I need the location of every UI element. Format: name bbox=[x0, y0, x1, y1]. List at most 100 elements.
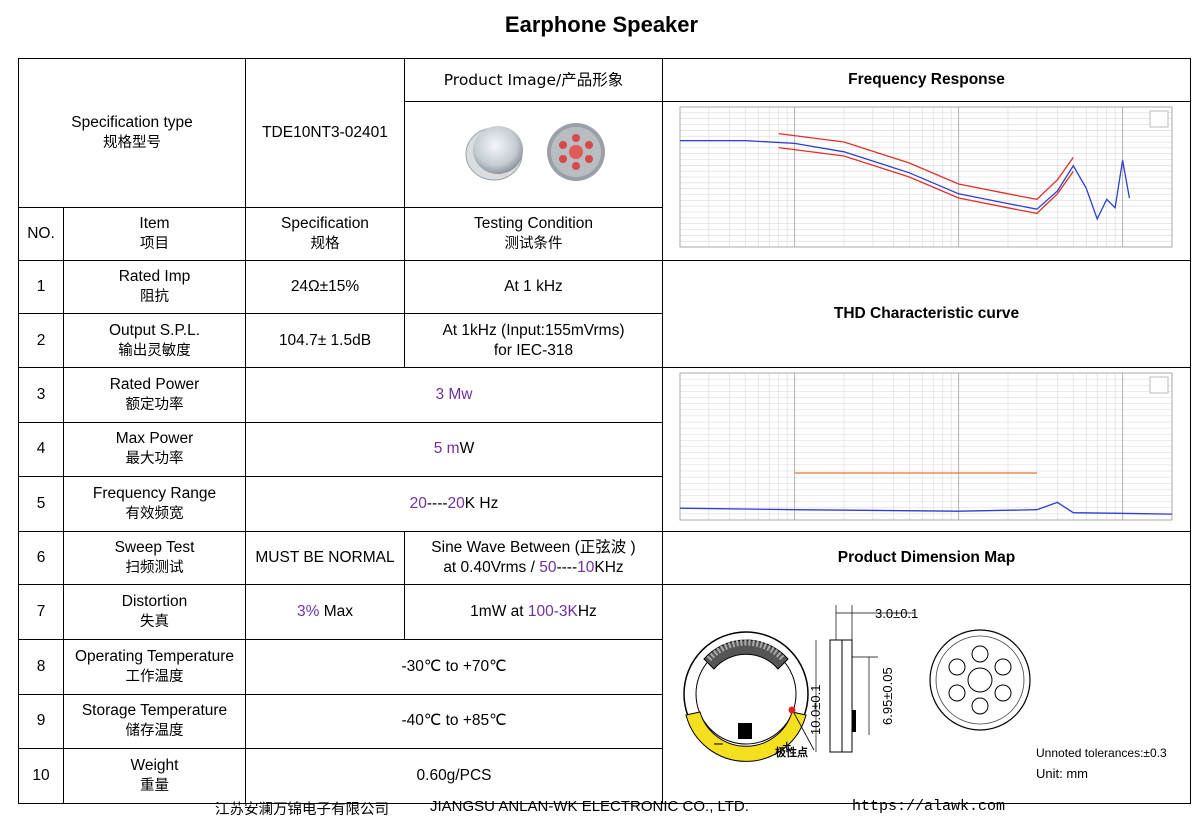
series-line bbox=[679, 501, 1172, 515]
row-item-cn: 失真 bbox=[140, 613, 169, 630]
row-item-en: Frequency Range bbox=[92, 485, 217, 503]
row-item-cn: 储存温度 bbox=[125, 723, 184, 740]
cond-part: ---- bbox=[556, 559, 578, 576]
value-part: W bbox=[459, 440, 475, 458]
logo-icon bbox=[1149, 376, 1168, 394]
row-value: -30℃ to +70℃ bbox=[245, 638, 663, 695]
cond-part: 50 bbox=[539, 559, 557, 576]
value-part: K Hz bbox=[464, 495, 499, 513]
row-item: Distortion 失真 bbox=[63, 584, 246, 640]
row-no: 1 bbox=[18, 260, 64, 314]
row-value: 5 mW bbox=[245, 421, 663, 478]
dimension-heading: Product Dimension Map bbox=[662, 531, 1191, 585]
row-cond: Sine Wave Between (正弦波 ) at 0.40Vrms / 5… bbox=[404, 531, 663, 585]
header-item: Item 项目 bbox=[63, 207, 246, 261]
minus-label: – bbox=[714, 735, 723, 752]
row-no: 5 bbox=[18, 476, 64, 532]
row-value: 3 Mw bbox=[245, 367, 663, 423]
freq-response-heading: Frequency Response bbox=[662, 58, 1191, 102]
front-view-icon bbox=[682, 631, 809, 762]
company-name-en: JIANGSU ANLAN-WK ELECTRONIC CO., LTD. bbox=[430, 798, 749, 815]
row-item: Frequency Range 有效频宽 bbox=[63, 476, 246, 532]
spec-type-label: Specification type 规格型号 bbox=[18, 58, 246, 208]
row-spec: 24Ω±15% bbox=[245, 260, 405, 314]
unit-note: Unit: mm bbox=[1036, 766, 1088, 781]
row-cond-line2: for IEC-318 bbox=[493, 341, 574, 359]
header-spec-en: Specification bbox=[281, 215, 369, 232]
side-view-icon bbox=[815, 605, 914, 753]
row-item: Rated Imp 阻抗 bbox=[63, 260, 246, 314]
inner-dim: 6.95±0.05 bbox=[880, 667, 895, 725]
row-no: 2 bbox=[18, 313, 64, 368]
cond-part: 10 bbox=[577, 559, 595, 576]
row-item: Storage Temperature 储存温度 bbox=[63, 693, 246, 750]
page-title: Earphone Speaker bbox=[504, 12, 699, 37]
row-item: Max Power 最大功率 bbox=[63, 421, 246, 478]
spec-part: 3% bbox=[297, 602, 320, 620]
row-spec: MUST BE NORMAL bbox=[245, 531, 405, 585]
row-item-en: Max Power bbox=[115, 430, 194, 448]
row-item-cn: 有效频宽 bbox=[125, 506, 184, 523]
thd-plot bbox=[679, 372, 1172, 521]
header-cond-cn: 测试条件 bbox=[504, 236, 563, 252]
product-image-label: Product Image/产品形象 bbox=[404, 58, 663, 102]
tolerance-note: Unnoted tolerances:±0.3 bbox=[1036, 746, 1167, 760]
spec-part: Max bbox=[319, 602, 353, 620]
logo-icon bbox=[1149, 110, 1168, 128]
row-item-cn: 输出灵敏度 bbox=[118, 342, 191, 359]
row-spec: 104.7± 1.5dB bbox=[245, 313, 405, 368]
spec-type-value: TDE10NT3-02401 bbox=[245, 58, 405, 208]
row-item-en: Operating Temperature bbox=[74, 647, 235, 665]
row-item: Weight 重量 bbox=[63, 748, 246, 804]
series-line bbox=[679, 139, 1130, 221]
row-no: 8 bbox=[18, 638, 64, 695]
value-part: 5 m bbox=[433, 440, 460, 458]
header-item-cn: 项目 bbox=[140, 236, 169, 252]
height-dim: 10.0±0.1 bbox=[808, 684, 823, 735]
row-value: 20----20K Hz bbox=[245, 476, 663, 532]
header-cond: Testing Condition 测试条件 bbox=[404, 207, 663, 261]
row-item-en: Rated Power bbox=[109, 375, 200, 393]
row-no: 7 bbox=[18, 584, 64, 640]
series-line bbox=[778, 132, 1074, 201]
header-no: NO. bbox=[18, 207, 64, 261]
value-part: 20 bbox=[409, 495, 427, 513]
row-spec: 3% Max bbox=[245, 584, 405, 640]
row-item: Operating Temperature 工作温度 bbox=[63, 638, 246, 695]
width-dim: 3.0±0.1 bbox=[875, 606, 918, 621]
spec-type-en: Specification type bbox=[71, 114, 193, 131]
row-no: 9 bbox=[18, 693, 64, 750]
header-cond-en: Testing Condition bbox=[474, 215, 593, 232]
dimension-map: – + 极性点 3.0±0.1 10.0±0.1 bbox=[682, 605, 1167, 781]
row-item: Sweep Test 扫频测试 bbox=[63, 531, 246, 585]
row-item-en: Weight bbox=[130, 757, 179, 775]
cond-part: at 0.40Vrms / bbox=[443, 559, 540, 576]
spec-type-cn: 规格型号 bbox=[103, 135, 161, 151]
plot-frame bbox=[679, 106, 1172, 248]
spec-sheet: Specification type 规格型号 TDE10NT3-02401 P… bbox=[18, 58, 1191, 804]
header-item-en: Item bbox=[139, 215, 170, 232]
cond-part: KHz bbox=[594, 559, 624, 576]
row-item-cn: 阻抗 bbox=[140, 289, 169, 305]
cond-part: Hz bbox=[577, 602, 597, 620]
row-no: 6 bbox=[18, 531, 64, 585]
row-item-cn: 重量 bbox=[140, 778, 169, 795]
row-item-en: Rated Imp bbox=[118, 268, 191, 285]
freq-response-chart bbox=[662, 101, 1191, 261]
row-item-cn: 额定功率 bbox=[125, 396, 184, 413]
row-cond-line2: at 0.40Vrms / 50----10KHz bbox=[406, 558, 662, 578]
thd-heading: THD Characteristic curve bbox=[662, 260, 1191, 368]
value-part: ---- bbox=[426, 495, 448, 513]
row-cond: At 1kHz (Input:155mVrms) for IEC-318 bbox=[404, 313, 663, 368]
row-item-en: Storage Temperature bbox=[81, 702, 228, 720]
row-no: 4 bbox=[18, 421, 64, 478]
row-item: Rated Power 额定功率 bbox=[63, 367, 246, 423]
row-no: 3 bbox=[18, 367, 64, 423]
plus-label: + bbox=[782, 738, 791, 755]
row-item-en: Output S.P.L. bbox=[108, 321, 201, 339]
back-view-icon bbox=[928, 629, 1031, 731]
row-value: 0.60g/PCS bbox=[245, 748, 663, 804]
row-cond-line1: Sine Wave Between (正弦波 ) bbox=[431, 539, 636, 556]
row-item-en: Distortion bbox=[121, 592, 188, 610]
cond-part: 100-3K bbox=[527, 602, 578, 620]
